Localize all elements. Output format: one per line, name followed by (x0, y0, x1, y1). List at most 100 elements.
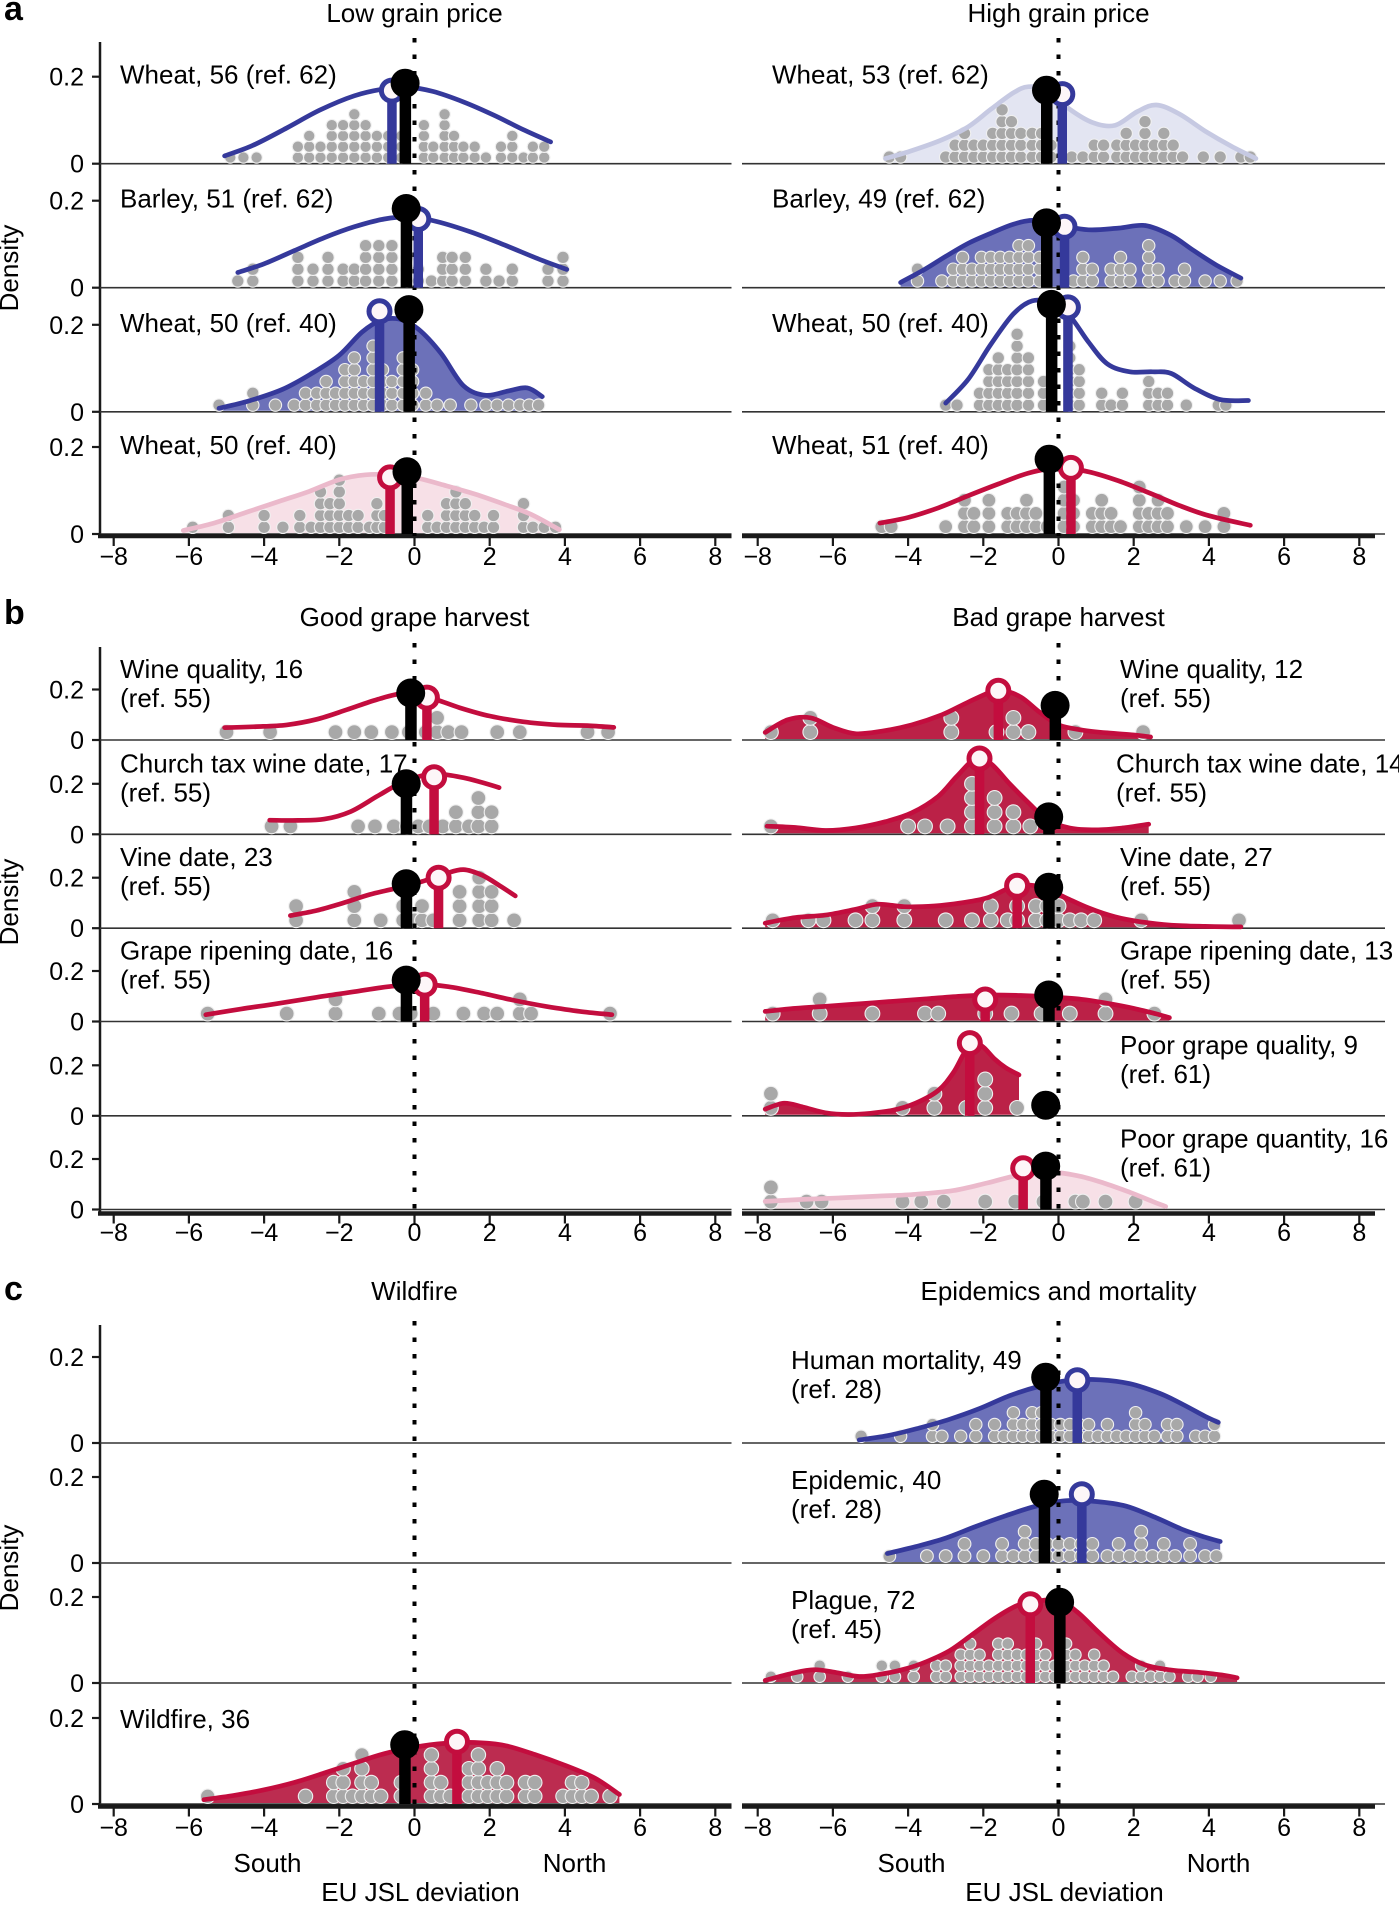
svg-text:−6: −6 (819, 543, 848, 571)
svg-text:Wildfire, 36: Wildfire, 36 (120, 1704, 250, 1734)
svg-text:Plague, 72: Plague, 72 (791, 1585, 915, 1615)
svg-text:0: 0 (70, 275, 84, 303)
svg-text:Wine quality, 12: Wine quality, 12 (1120, 654, 1303, 684)
svg-text:−4: −4 (894, 543, 923, 571)
svg-text:−8: −8 (99, 1219, 128, 1247)
svg-text:South: South (878, 1848, 946, 1878)
svg-text:EU JSL deviation: EU JSL deviation (965, 1877, 1163, 1905)
svg-text:2: 2 (1127, 1814, 1141, 1842)
svg-text:0: 0 (70, 915, 84, 943)
svg-text:6: 6 (1277, 1814, 1291, 1842)
svg-text:6: 6 (633, 1219, 647, 1247)
svg-text:(ref. 61): (ref. 61) (1120, 1153, 1211, 1183)
svg-text:(ref. 55): (ref. 55) (1116, 777, 1207, 807)
svg-text:0: 0 (70, 1791, 84, 1819)
svg-text:Wheat, 50 (ref. 40): Wheat, 50 (ref. 40) (120, 430, 337, 460)
svg-text:8: 8 (1352, 1219, 1366, 1247)
svg-text:(ref. 28): (ref. 28) (791, 1374, 882, 1404)
svg-text:(ref. 45): (ref. 45) (791, 1614, 882, 1644)
svg-text:Density: Density (0, 1525, 24, 1612)
svg-text:8: 8 (708, 1219, 722, 1247)
svg-text:8: 8 (708, 1814, 722, 1842)
svg-text:0: 0 (408, 1219, 422, 1247)
svg-text:Wine quality, 16: Wine quality, 16 (120, 654, 303, 684)
svg-text:0.2: 0.2 (49, 312, 84, 340)
svg-text:4: 4 (1202, 543, 1216, 571)
svg-text:0.2: 0.2 (49, 1344, 84, 1372)
svg-text:4: 4 (1202, 1219, 1216, 1247)
svg-text:−2: −2 (969, 1814, 998, 1842)
svg-text:(ref. 55): (ref. 55) (120, 777, 211, 807)
svg-text:−2: −2 (325, 1814, 354, 1842)
svg-text:(ref. 55): (ref. 55) (1120, 871, 1211, 901)
svg-text:0.2: 0.2 (49, 1052, 84, 1080)
svg-text:Grape ripening date, 16: Grape ripening date, 16 (120, 936, 393, 966)
svg-text:EU JSL deviation: EU JSL deviation (321, 1877, 519, 1905)
svg-text:North: North (1187, 1848, 1251, 1878)
svg-text:0: 0 (70, 1550, 84, 1578)
svg-text:8: 8 (1352, 543, 1366, 571)
svg-text:6: 6 (633, 1814, 647, 1842)
svg-text:2: 2 (1127, 1219, 1141, 1247)
svg-text:0.2: 0.2 (49, 677, 84, 705)
svg-text:High grain price: High grain price (967, 0, 1149, 28)
svg-text:(ref. 55): (ref. 55) (120, 871, 211, 901)
svg-text:−8: −8 (743, 543, 772, 571)
svg-text:−8: −8 (743, 1219, 772, 1247)
svg-text:(ref. 55): (ref. 55) (1120, 965, 1211, 995)
svg-text:0: 0 (70, 1430, 84, 1458)
svg-text:−4: −4 (894, 1219, 923, 1247)
svg-text:0.2: 0.2 (49, 434, 84, 462)
svg-text:0: 0 (70, 1670, 84, 1698)
svg-text:4: 4 (558, 1814, 572, 1842)
svg-text:−4: −4 (894, 1814, 923, 1842)
svg-text:Vine date, 27: Vine date, 27 (1120, 842, 1273, 872)
svg-text:0: 0 (408, 1814, 422, 1842)
svg-text:0.2: 0.2 (49, 188, 84, 216)
svg-text:−4: −4 (250, 1219, 279, 1247)
svg-text:a: a (4, 0, 24, 28)
svg-text:Grape ripening date, 13: Grape ripening date, 13 (1120, 936, 1393, 966)
svg-text:0.2: 0.2 (49, 771, 84, 799)
svg-text:−4: −4 (250, 543, 279, 571)
svg-text:0: 0 (408, 543, 422, 571)
svg-text:Good grape harvest: Good grape harvest (300, 602, 531, 632)
svg-text:(ref. 55): (ref. 55) (1120, 683, 1211, 713)
svg-text:0.2: 0.2 (49, 958, 84, 986)
svg-text:Wheat, 50 (ref. 40): Wheat, 50 (ref. 40) (120, 308, 337, 338)
svg-text:−2: −2 (325, 543, 354, 571)
svg-text:−2: −2 (325, 1219, 354, 1247)
svg-text:Barley, 51 (ref. 62): Barley, 51 (ref. 62) (120, 184, 333, 214)
svg-text:Human mortality, 49: Human mortality, 49 (791, 1345, 1022, 1375)
svg-text:Wheat, 50 (ref. 40): Wheat, 50 (ref. 40) (772, 308, 989, 338)
svg-text:Wheat, 53 (ref. 62): Wheat, 53 (ref. 62) (772, 60, 989, 90)
svg-text:b: b (4, 594, 25, 632)
svg-text:Low grain price: Low grain price (326, 0, 502, 28)
svg-text:8: 8 (708, 543, 722, 571)
svg-text:0: 0 (70, 151, 84, 179)
svg-text:−6: −6 (175, 1219, 204, 1247)
svg-text:(ref. 55): (ref. 55) (120, 965, 211, 995)
svg-text:8: 8 (1352, 1814, 1366, 1842)
svg-text:Wildfire: Wildfire (371, 1276, 458, 1306)
svg-text:0.2: 0.2 (49, 64, 84, 92)
svg-text:4: 4 (1202, 1814, 1216, 1842)
svg-text:6: 6 (1277, 543, 1291, 571)
svg-text:−6: −6 (819, 1814, 848, 1842)
svg-text:−2: −2 (969, 1219, 998, 1247)
svg-text:−6: −6 (819, 1219, 848, 1247)
svg-text:0: 0 (70, 1103, 84, 1131)
svg-text:0.2: 0.2 (49, 1146, 84, 1174)
svg-text:0: 0 (70, 521, 84, 549)
svg-text:Vine date, 23: Vine date, 23 (120, 842, 273, 872)
svg-text:South: South (234, 1848, 302, 1878)
svg-text:Poor grape quantity, 16: Poor grape quantity, 16 (1120, 1124, 1388, 1154)
svg-text:(ref. 55): (ref. 55) (120, 683, 211, 713)
svg-text:6: 6 (1277, 1219, 1291, 1247)
svg-text:Wheat, 51 (ref. 40): Wheat, 51 (ref. 40) (772, 430, 989, 460)
svg-text:(ref. 61): (ref. 61) (1120, 1059, 1211, 1089)
svg-text:(ref. 28): (ref. 28) (791, 1494, 882, 1524)
svg-text:Poor grape quality, 9: Poor grape quality, 9 (1120, 1030, 1358, 1060)
svg-text:0: 0 (70, 1009, 84, 1037)
svg-text:0: 0 (70, 821, 84, 849)
